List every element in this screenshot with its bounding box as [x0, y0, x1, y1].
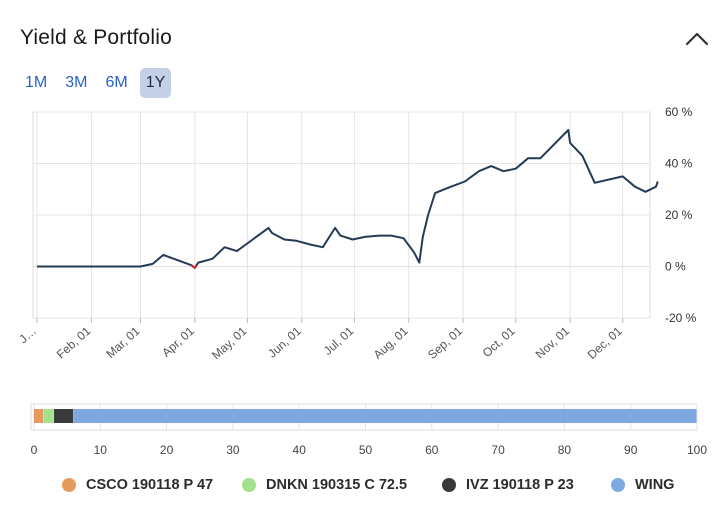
widget-header: Yield & Portfolio — [0, 0, 720, 70]
legend-label-wing: WING — [635, 477, 675, 493]
range-1y-button[interactable]: 1Y — [139, 68, 172, 98]
bar-tick-label: 90 — [624, 443, 638, 457]
y-tick-label: 40 % — [665, 157, 693, 171]
bar-segment-dnkn[interactable] — [43, 409, 54, 423]
x-tick-label: Apr, 01 — [159, 324, 197, 360]
legend-item-csco[interactable]: CSCO 190118 P 47 — [62, 477, 213, 493]
x-tick-label: Nov, 01 — [533, 324, 573, 362]
range-3m-button[interactable]: 3M — [59, 68, 93, 98]
y-tick-label: 0 % — [665, 260, 686, 274]
y-tick-label: -20 % — [665, 311, 697, 325]
bar-tick-label: 80 — [558, 443, 572, 457]
negative-segment-line — [190, 264, 198, 269]
bar-segment-wing[interactable] — [73, 409, 697, 423]
legend-item-ivz[interactable]: IVZ 190118 P 23 — [442, 477, 574, 493]
bar-segment-csco[interactable] — [34, 409, 44, 423]
legend-swatch-csco — [62, 478, 76, 492]
yield-series-line — [37, 129, 659, 269]
range-1m-button[interactable]: 1M — [19, 68, 53, 98]
y-tick-label: 60 % — [665, 105, 693, 119]
bar-tick-label: 20 — [160, 443, 174, 457]
bar-tick-label: 70 — [491, 443, 505, 457]
allocation-legend: CSCO 190118 P 47 DNKN 190315 C 72.5 IVZ … — [0, 477, 720, 499]
legend-swatch-wing — [611, 478, 625, 492]
x-tick-label: Oct, 01 — [480, 324, 518, 361]
bar-tick-label: 100 — [687, 443, 707, 457]
x-tick-label: Jun, 01 — [265, 324, 304, 361]
bar-tick-label: 30 — [226, 443, 240, 457]
range-6m-button[interactable]: 6M — [99, 68, 133, 98]
legend-label-dnkn: DNKN 190315 C 72.5 — [266, 477, 408, 493]
legend-label-ivz: IVZ 190118 P 23 — [466, 477, 574, 493]
x-tick-label: Dec, 01 — [585, 324, 625, 362]
legend-swatch-dnkn — [242, 478, 256, 492]
x-tick-label: Aug, 01 — [371, 324, 411, 362]
legend-swatch-ivz — [442, 478, 456, 492]
legend-item-dnkn[interactable]: DNKN 190315 C 72.5 — [242, 477, 407, 493]
widget-title: Yield & Portfolio — [20, 26, 173, 49]
bar-tick-label: 50 — [359, 443, 373, 457]
x-tick-label: J… — [16, 324, 39, 346]
x-tick-label: Sep, 01 — [425, 324, 465, 362]
y-tick-label: 20 % — [665, 208, 693, 222]
range-selector: 1M 3M 6M 1Y — [19, 68, 172, 98]
bar-tick-label: 0 — [31, 443, 38, 457]
x-tick-label: Mar, 01 — [103, 324, 142, 361]
bar-segment-ivz[interactable] — [53, 409, 74, 423]
x-tick-label: May, 01 — [209, 324, 250, 363]
bar-tick-label: 40 — [293, 443, 307, 457]
legend-item-wing[interactable]: WING — [611, 477, 674, 493]
x-tick-label: Feb, 01 — [54, 324, 94, 362]
bar-tick-label: 10 — [94, 443, 108, 457]
x-tick-label: Jul, 01 — [321, 324, 357, 358]
legend-label-csco: CSCO 190118 P 47 — [86, 477, 214, 493]
chevron-up-icon[interactable] — [684, 30, 710, 48]
bar-tick-label: 60 — [425, 443, 439, 457]
yield-line-chart: 60 % 40 % 20 % 0 % -20 % J… Feb, 01 Mar, 01 Apr… — [16, 105, 697, 363]
allocation-bar-chart: 0 10 20 30 40 50 60 70 80 90 100 — [30, 403, 707, 457]
